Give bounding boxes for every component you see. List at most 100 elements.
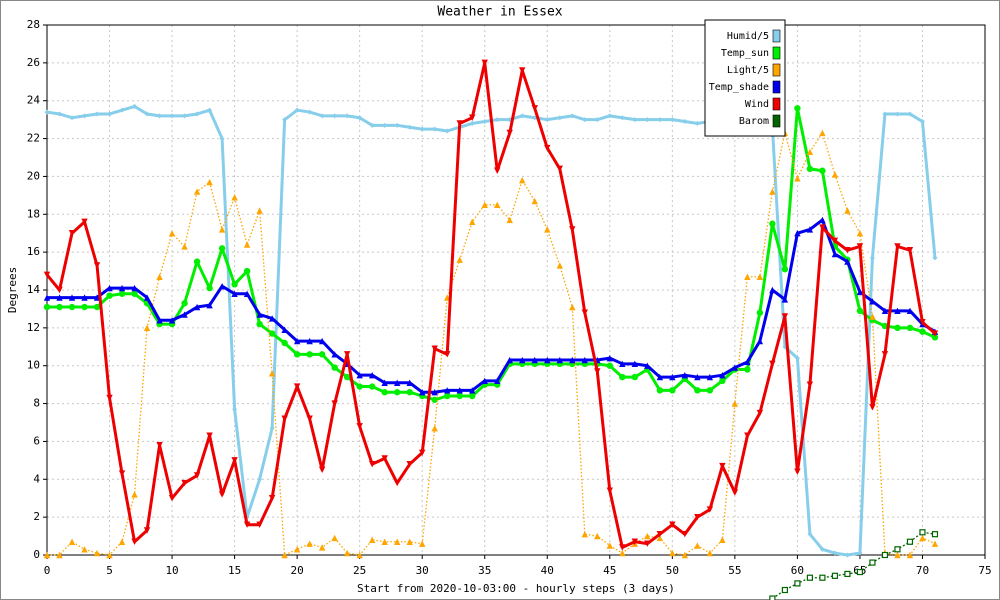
point	[381, 538, 388, 545]
point	[68, 303, 76, 311]
x-tick-label: 35	[478, 564, 491, 577]
point	[681, 371, 689, 379]
point	[594, 368, 601, 375]
point	[831, 237, 839, 244]
point	[857, 550, 863, 556]
point	[619, 544, 626, 551]
point	[106, 284, 113, 292]
point	[56, 303, 63, 311]
point	[243, 290, 251, 297]
point	[218, 245, 226, 252]
point	[556, 165, 563, 173]
point	[869, 298, 876, 305]
point	[193, 303, 201, 311]
point	[531, 197, 538, 205]
point	[844, 247, 851, 254]
point	[744, 358, 751, 366]
point	[694, 513, 701, 521]
point	[557, 115, 563, 121]
point	[794, 105, 801, 112]
point	[143, 294, 151, 301]
point	[869, 404, 876, 411]
point	[393, 389, 401, 396]
legend-swatch	[772, 114, 781, 128]
point	[719, 462, 726, 470]
point	[406, 460, 413, 468]
point	[869, 559, 876, 566]
point	[607, 113, 613, 119]
point	[744, 366, 751, 373]
point	[43, 294, 51, 301]
point	[932, 255, 938, 261]
point	[619, 549, 626, 557]
point	[368, 536, 376, 544]
point	[156, 317, 163, 324]
point	[756, 309, 764, 316]
point	[731, 400, 739, 407]
point	[781, 265, 789, 273]
point	[781, 586, 788, 594]
legend-label: Barom	[739, 116, 769, 127]
point	[706, 549, 714, 557]
point	[694, 542, 701, 549]
point	[243, 267, 251, 275]
point	[894, 243, 901, 250]
point	[669, 549, 676, 557]
point	[469, 114, 476, 121]
point	[456, 392, 463, 400]
point	[56, 294, 63, 301]
y-tick-label: 0	[33, 548, 40, 561]
point	[106, 551, 113, 559]
point	[318, 337, 326, 345]
point	[256, 320, 263, 328]
point	[243, 241, 251, 248]
point	[894, 324, 901, 332]
point	[444, 392, 451, 400]
point	[656, 387, 664, 394]
point	[469, 120, 475, 126]
point	[181, 311, 188, 318]
point	[894, 546, 901, 553]
point	[331, 400, 338, 407]
point	[906, 324, 914, 332]
x-tick-label: 60	[791, 564, 804, 577]
point	[393, 479, 401, 487]
point	[569, 113, 575, 119]
point	[494, 167, 501, 174]
point	[632, 117, 638, 123]
point	[856, 307, 864, 315]
legend-label: Temp_shade	[709, 82, 769, 93]
y-axis-label: Degrees	[6, 267, 19, 313]
point	[368, 383, 376, 390]
legend-swatch	[772, 29, 781, 43]
point	[894, 111, 900, 117]
point	[93, 303, 101, 311]
point	[919, 534, 926, 542]
point	[181, 243, 188, 250]
point	[931, 330, 939, 337]
point	[669, 373, 676, 381]
point	[218, 226, 226, 233]
point	[569, 303, 576, 311]
point	[919, 529, 926, 536]
point	[731, 364, 739, 371]
point	[318, 544, 326, 551]
point	[519, 356, 526, 364]
point	[494, 117, 500, 123]
point	[194, 111, 200, 117]
point	[606, 354, 613, 362]
point	[756, 273, 764, 280]
point	[556, 356, 563, 364]
point	[819, 574, 826, 581]
point	[331, 534, 338, 542]
point	[419, 389, 426, 396]
plot	[43, 59, 939, 600]
point	[907, 111, 913, 117]
point	[219, 136, 225, 142]
point	[594, 532, 601, 540]
point	[256, 521, 263, 528]
point	[769, 220, 776, 227]
point	[494, 201, 501, 209]
legend-label: Light/5	[727, 65, 769, 76]
point	[894, 551, 901, 559]
